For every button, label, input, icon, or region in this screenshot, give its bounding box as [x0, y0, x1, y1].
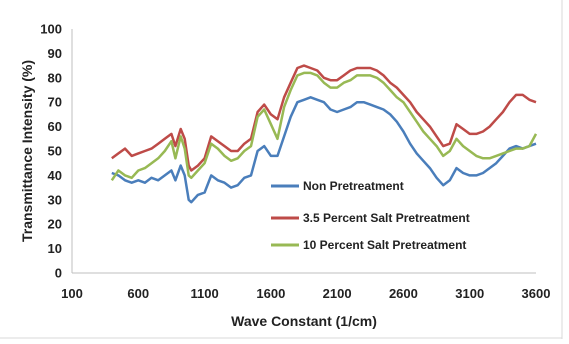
x-tick-label: 600: [127, 286, 149, 301]
x-tick-label: 2100: [323, 286, 352, 301]
x-tick-label: 2600: [389, 286, 418, 301]
y-tick-label: 50: [48, 144, 62, 159]
y-tick-label: 80: [48, 70, 62, 85]
y-tick-label: 90: [48, 46, 62, 61]
series-line: [111, 64, 537, 172]
legend-label-10-percent-salt: 10 Percent Salt Pretreatment: [303, 238, 466, 252]
y-tick-label: 20: [48, 217, 62, 232]
y-tick-label: 100: [40, 22, 62, 37]
y-axis-title: Transmittance Intensity (%): [19, 60, 35, 242]
series-line: [110, 71, 538, 181]
y-tick-label: 10: [48, 241, 62, 256]
series-layer: [110, 64, 538, 204]
y-tick-label: 60: [48, 119, 62, 134]
x-tick-label: 1100: [190, 286, 218, 301]
y-tick-labels: 0 10 20 30 40 50 60 70 80 90 100: [40, 22, 62, 281]
x-tick-label: 1600: [256, 286, 285, 301]
x-tick-label: 3100: [455, 286, 484, 301]
x-tick-label: 100: [61, 286, 83, 301]
plot-area: [71, 29, 538, 274]
legend: Non Pretreatment 3.5 Percent Salt Pretre…: [271, 179, 470, 252]
y-tick-label: 30: [48, 192, 62, 207]
x-tick-labels: 100 600 1100 1600 2100 2600 3100 3600: [61, 286, 550, 301]
series-line: [111, 96, 537, 204]
x-axis-title: Wave Constant (1/cm): [231, 313, 377, 329]
x-tick-label: 3600: [522, 286, 551, 301]
legend-label-non-pretreatment: Non Pretreatment: [303, 179, 404, 193]
y-tick-label: 0: [55, 266, 62, 281]
y-tick-label: 40: [48, 168, 62, 183]
legend-label-3-5-percent-salt: 3.5 Percent Salt Pretreatment: [303, 211, 470, 225]
y-tick-label: 70: [48, 95, 62, 110]
